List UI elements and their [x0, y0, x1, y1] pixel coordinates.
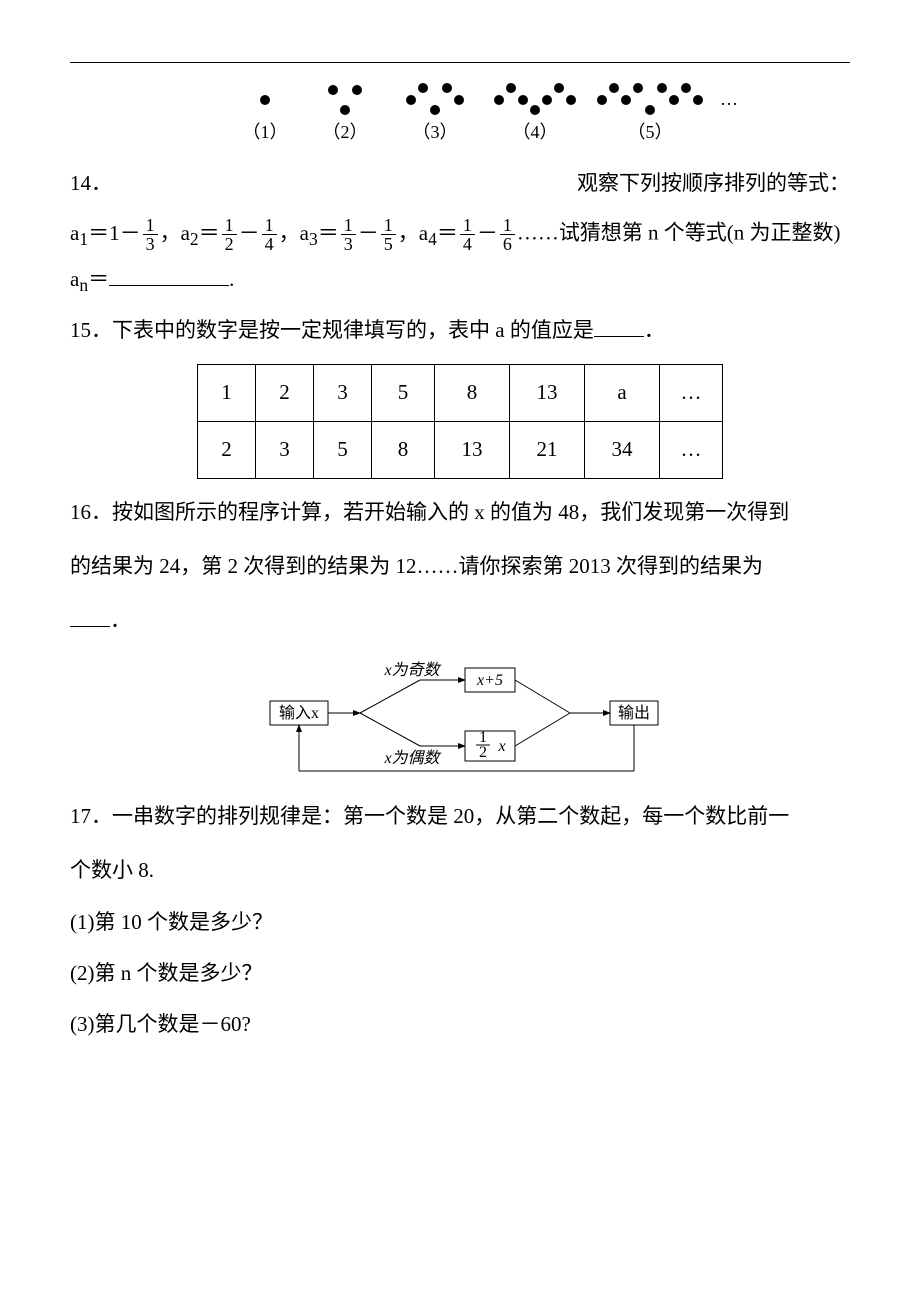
svg-text:（3）: （3）	[413, 122, 458, 142]
q17-sub3: (3)第几个数是－60?	[70, 1001, 850, 1047]
q15-table: 1235813a…2358132134…	[197, 364, 723, 479]
q17-line1: 17．一串数字的排列规律是：第一个数是 20，从第二个数起，每一个数比前一	[70, 793, 850, 839]
blank-q14	[109, 264, 229, 286]
q14-tail: 观察下列按顺序排列的等式：	[577, 160, 850, 206]
svg-text:…: …	[720, 89, 738, 109]
table-cell: 2	[198, 421, 256, 478]
page: （1） （2） （3） （4） （5） … 14． 观察下列按顺序排列的等式： a1＝1－…	[0, 0, 920, 1302]
q15-end: ．	[644, 318, 665, 342]
table-cell: 3	[256, 421, 314, 478]
q14-an-sub: n	[79, 275, 88, 295]
svg-text:（2）: （2）	[323, 122, 368, 142]
table-cell: 13	[510, 364, 585, 421]
q14-an-a: a	[70, 267, 79, 291]
q17-line2: 个数小 8.	[70, 847, 850, 893]
svg-text:x为奇数: x为奇数	[383, 661, 441, 679]
svg-text:（4）: （4）	[513, 122, 558, 142]
table-cell: 5	[314, 421, 372, 478]
table-cell: …	[660, 421, 723, 478]
flowchart-svg: 输入xx+512x输出x为奇数x为偶数	[240, 653, 680, 773]
q16-end: ．	[110, 608, 131, 632]
svg-text:x为偶数: x为偶数	[383, 749, 441, 767]
table-cell: 2	[256, 364, 314, 421]
q14-trail: ……试猜想第 n 个等式(n 为正整数)	[517, 221, 841, 245]
q14-line1: 14． 观察下列按顺序排列的等式：	[70, 160, 850, 206]
q16-line1: 16．按如图所示的程序计算，若开始输入的 x 的值为 48，我们发现第一次得到	[70, 489, 850, 535]
table-cell: 13	[435, 421, 510, 478]
dot-pattern-figure: （1） （2） （3） （4） （5） …	[70, 70, 850, 155]
q17-sub1: (1)第 10 个数是多少？	[70, 899, 850, 945]
q14-answer-line: an＝.	[70, 263, 850, 299]
svg-text:2: 2	[479, 744, 487, 761]
q14-an-eq: ＝	[88, 267, 109, 291]
q15-text: 15．下表中的数字是按一定规律填写的，表中 a 的值应是 ．	[70, 307, 850, 353]
table-cell: …	[660, 364, 723, 421]
blank-q16	[70, 605, 110, 627]
svg-text:（5）: （5）	[628, 122, 673, 142]
q14-equations: a1＝1－13，a2＝12－14，a3＝13－15，a4＝14－16……试猜想第…	[70, 216, 850, 253]
dot-pattern-svg: （1） （2） （3） （4） （5） …	[175, 70, 745, 150]
q16-line3: ．	[70, 597, 850, 643]
table-cell: 8	[435, 364, 510, 421]
svg-text:输入x: 输入x	[279, 704, 319, 722]
table-cell: 21	[510, 421, 585, 478]
table-cell: 5	[372, 364, 435, 421]
blank-q15	[594, 315, 644, 337]
svg-text:输出: 输出	[618, 704, 650, 722]
table-cell: 1	[198, 364, 256, 421]
q15-text-main: 15．下表中的数字是按一定规律填写的，表中 a 的值应是	[70, 318, 594, 342]
q14-an-end: .	[229, 267, 234, 291]
q17-sub2: (2)第 n 个数是多少？	[70, 950, 850, 996]
table-cell: a	[585, 364, 660, 421]
q16-flowchart: 输入xx+512x输出x为奇数x为偶数	[70, 653, 850, 778]
table-cell: 8	[372, 421, 435, 478]
q16-line2: 的结果为 24，第 2 次得到的结果为 12……请你探索第 2013 次得到的结…	[70, 543, 850, 589]
svg-text:x: x	[497, 738, 505, 755]
svg-text:x+5: x+5	[476, 672, 503, 689]
svg-text:（1）: （1）	[243, 122, 288, 142]
table-cell: 34	[585, 421, 660, 478]
q14-number: 14．	[70, 160, 112, 206]
table-cell: 3	[314, 364, 372, 421]
